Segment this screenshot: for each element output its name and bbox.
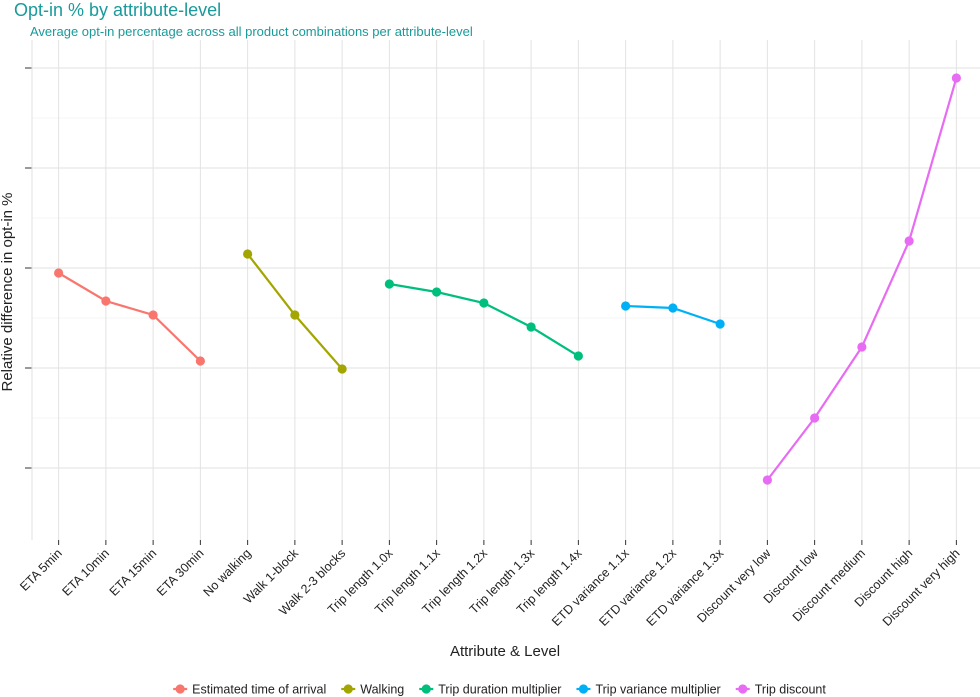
x-tick-label: ETA 10min (60, 546, 113, 599)
data-point (290, 310, 300, 320)
data-point (621, 301, 631, 311)
data-point (54, 268, 64, 278)
legend-label: Estimated time of arrival (192, 683, 326, 697)
data-point (479, 298, 489, 308)
x-tick-label: ETA 15min (107, 546, 160, 599)
data-point (337, 364, 347, 374)
series-line (58, 272, 202, 362)
data-point (951, 73, 961, 83)
x-tick-label: ETA 30min (154, 546, 207, 599)
legend-label: Walking (360, 683, 404, 697)
data-point (384, 279, 394, 289)
data-point (573, 351, 583, 361)
data-point (432, 287, 442, 297)
chart-title: Opt-in % by attribute-level (14, 0, 221, 20)
data-point (243, 249, 253, 259)
data-point (668, 303, 678, 313)
data-point (148, 310, 158, 320)
data-point (762, 475, 772, 485)
data-point (101, 296, 111, 306)
chart-subtitle: Average opt-in percentage across all pro… (30, 24, 473, 39)
legend-label: Trip discount (755, 683, 827, 697)
legend-label: Trip variance multiplier (595, 683, 720, 697)
data-point (526, 322, 536, 332)
plot-panel (32, 40, 980, 540)
x-axis-label: Attribute & Level (450, 643, 560, 660)
x-tick-label: ETA 5min (17, 546, 65, 594)
grid (25, 40, 980, 545)
data-point (904, 236, 914, 246)
legend-label: Trip duration multiplier (438, 683, 561, 697)
legend: Estimated time of arrival Walking Trip dur… (173, 683, 826, 697)
marks (54, 73, 961, 485)
y-axis-label: Relative difference in opt-in % (0, 193, 16, 392)
data-point (810, 413, 820, 423)
data-point (857, 342, 867, 352)
data-point (195, 356, 205, 366)
data-point (715, 319, 725, 329)
